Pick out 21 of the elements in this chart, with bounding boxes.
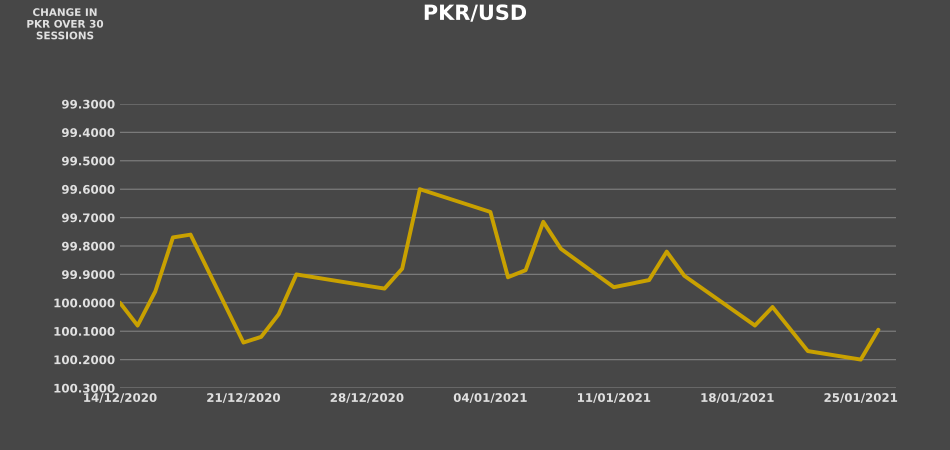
line-series [120, 187, 880, 362]
x-tick-label: 11/01/2021 [578, 393, 650, 403]
y-tick-label: 99.8000 [62, 242, 115, 251]
x-tick-label: 28/12/2020 [330, 393, 404, 403]
y-tick-label: 100.1000 [54, 326, 115, 336]
text: CHANGE IN PKR OVER 30 SESSIONS [27, 8, 104, 40]
x-tick-label: 18/01/2021 [701, 393, 774, 403]
y-tick-label: 100.3000 [54, 384, 115, 393]
y-tick-label: 99.3000 [62, 100, 115, 109]
y-tick-label: 99.4000 [62, 128, 115, 138]
x-tick-label: 14/12/2020 [84, 393, 157, 403]
y-tick-label: 99.5000 [62, 156, 115, 166]
y-tick-label: 99.6000 [62, 184, 115, 194]
y-tick-label: 99.9000 [62, 270, 115, 280]
x-tick-label: 04/01/2021 [454, 393, 527, 403]
y-tick-label: 99.7000 [62, 213, 115, 222]
y-tick-label: 100.2000 [54, 355, 115, 364]
chart-title: PKR/USD [424, 4, 526, 22]
y-tick-label: 100.0000 [54, 298, 115, 308]
x-tick-label: 21/12/2020 [207, 393, 280, 403]
x-tick-label: 25/01/2021 [824, 393, 898, 403]
